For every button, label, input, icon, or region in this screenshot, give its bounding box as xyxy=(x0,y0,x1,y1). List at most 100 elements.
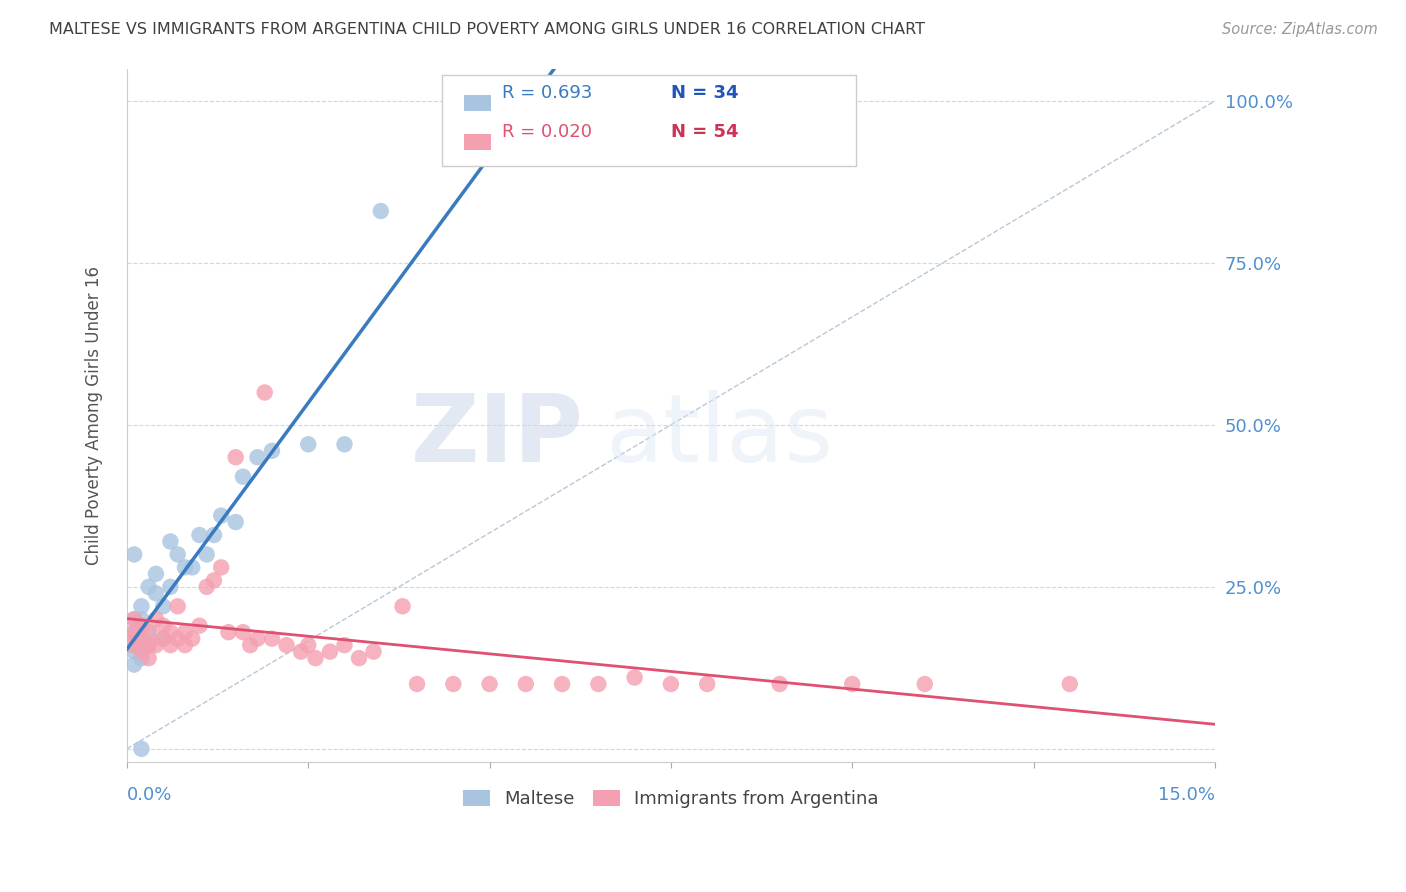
Point xyxy=(122,645,145,659)
Text: R = 0.693: R = 0.693 xyxy=(502,84,592,103)
Point xyxy=(188,528,211,542)
Point xyxy=(166,632,188,646)
Point xyxy=(174,638,197,652)
Point xyxy=(145,638,167,652)
Point xyxy=(696,677,718,691)
Point xyxy=(253,385,276,400)
Point xyxy=(122,625,145,640)
Point xyxy=(181,632,204,646)
Point xyxy=(159,638,181,652)
Point xyxy=(152,618,174,632)
Text: 0.0%: 0.0% xyxy=(127,786,173,804)
Point xyxy=(232,469,254,483)
Point xyxy=(152,632,174,646)
Point xyxy=(202,574,225,588)
Legend: Maltese, Immigrants from Argentina: Maltese, Immigrants from Argentina xyxy=(456,782,886,815)
Text: atlas: atlas xyxy=(606,390,834,482)
Point xyxy=(246,632,269,646)
Point xyxy=(297,638,319,652)
Point xyxy=(152,599,174,614)
Text: 15.0%: 15.0% xyxy=(1159,786,1215,804)
Point xyxy=(131,632,153,646)
Point xyxy=(131,612,153,626)
Point xyxy=(131,632,153,646)
Point xyxy=(209,560,232,574)
Point xyxy=(138,625,160,640)
Point xyxy=(138,651,160,665)
Point xyxy=(232,625,254,640)
Point xyxy=(841,677,863,691)
Point xyxy=(120,632,142,646)
Point xyxy=(181,560,204,574)
Point xyxy=(209,508,232,523)
Point xyxy=(131,741,153,756)
Point xyxy=(145,566,167,581)
Point xyxy=(159,534,181,549)
Point xyxy=(1059,677,1081,691)
FancyBboxPatch shape xyxy=(464,95,491,111)
Point xyxy=(120,638,142,652)
Point xyxy=(441,677,464,691)
Point xyxy=(319,645,342,659)
Point xyxy=(406,677,429,691)
Point xyxy=(195,548,218,562)
Point xyxy=(914,677,936,691)
Point xyxy=(152,632,174,646)
Point xyxy=(588,677,610,691)
Point xyxy=(225,450,247,465)
Point xyxy=(769,677,792,691)
Point xyxy=(131,599,153,614)
Text: Source: ZipAtlas.com: Source: ZipAtlas.com xyxy=(1222,22,1378,37)
Point xyxy=(246,450,269,465)
FancyBboxPatch shape xyxy=(443,76,856,166)
Point xyxy=(166,548,188,562)
Point xyxy=(347,651,370,665)
Point xyxy=(623,671,645,685)
Point xyxy=(363,645,385,659)
Point xyxy=(260,632,283,646)
Point xyxy=(202,528,225,542)
Point xyxy=(122,612,145,626)
Point xyxy=(304,651,326,665)
Point xyxy=(145,586,167,600)
Point xyxy=(239,638,262,652)
Point xyxy=(391,599,413,614)
Point xyxy=(166,599,188,614)
Text: R = 0.020: R = 0.020 xyxy=(502,123,592,141)
Point xyxy=(138,625,160,640)
Point xyxy=(370,204,392,219)
Point xyxy=(138,580,160,594)
Point xyxy=(138,638,160,652)
Point xyxy=(333,638,356,652)
Text: ZIP: ZIP xyxy=(411,390,583,482)
FancyBboxPatch shape xyxy=(464,134,491,150)
Point xyxy=(195,580,218,594)
Text: N = 54: N = 54 xyxy=(671,123,738,141)
Point xyxy=(551,677,574,691)
Point xyxy=(145,612,167,626)
Text: MALTESE VS IMMIGRANTS FROM ARGENTINA CHILD POVERTY AMONG GIRLS UNDER 16 CORRELAT: MALTESE VS IMMIGRANTS FROM ARGENTINA CHI… xyxy=(49,22,925,37)
Point xyxy=(659,677,682,691)
Point xyxy=(333,437,356,451)
Point xyxy=(174,560,197,574)
Point xyxy=(122,638,145,652)
Point xyxy=(188,618,211,632)
Point xyxy=(217,625,239,640)
Point xyxy=(276,638,298,652)
Point xyxy=(225,515,247,529)
Point xyxy=(122,548,145,562)
Point xyxy=(290,645,312,659)
Point xyxy=(159,580,181,594)
Point xyxy=(122,657,145,672)
Text: N = 34: N = 34 xyxy=(671,84,738,103)
Point xyxy=(260,443,283,458)
Point xyxy=(478,677,501,691)
Point xyxy=(131,618,153,632)
Point xyxy=(131,645,153,659)
Point xyxy=(122,625,145,640)
Point xyxy=(138,638,160,652)
Point xyxy=(515,677,537,691)
Point xyxy=(297,437,319,451)
Point xyxy=(122,612,145,626)
Y-axis label: Child Poverty Among Girls Under 16: Child Poverty Among Girls Under 16 xyxy=(86,266,103,565)
